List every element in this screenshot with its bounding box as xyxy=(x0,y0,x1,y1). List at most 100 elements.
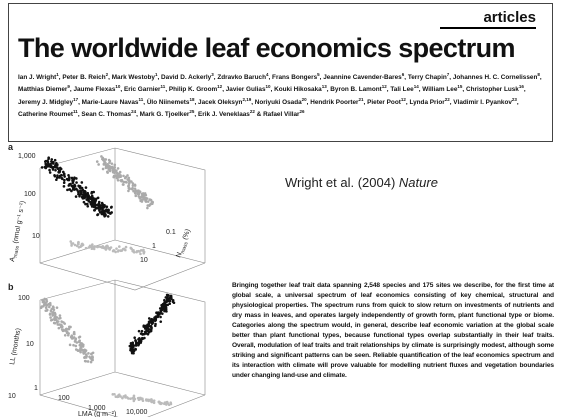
axis-title-unit: (months) xyxy=(10,328,22,358)
scatter-point xyxy=(112,175,115,179)
article-title: The worldwide leaf economics spectrum xyxy=(18,33,516,63)
scatter-point xyxy=(86,191,90,195)
scatter-point xyxy=(63,329,67,332)
scatter-point xyxy=(69,240,73,243)
scatter-point xyxy=(72,185,75,188)
scatter-point xyxy=(134,194,138,198)
scatter-point xyxy=(140,200,144,203)
scatter-point xyxy=(76,348,79,352)
tick-label: 10 xyxy=(26,341,34,348)
scatter-point xyxy=(95,245,99,248)
tick-label: 1 xyxy=(34,385,38,392)
scatter-point xyxy=(84,186,88,189)
scatter-point xyxy=(131,344,134,348)
scatter-point xyxy=(91,358,94,362)
axis-title: Nmass (%) xyxy=(175,228,194,259)
scatter-point xyxy=(91,243,94,246)
author-affiliation: 8 xyxy=(537,72,540,77)
scatter-point xyxy=(86,198,89,201)
scatter-point xyxy=(95,203,99,207)
scatter-point xyxy=(121,247,125,251)
scatter-point xyxy=(92,197,95,201)
author-affiliation: 7 xyxy=(446,72,450,77)
scatter-point xyxy=(63,175,66,178)
scatter-point xyxy=(90,352,93,355)
scatter-point xyxy=(114,174,117,177)
scatter-point xyxy=(139,252,142,256)
scatter-point xyxy=(111,393,115,396)
scatter-point xyxy=(96,196,100,200)
author-affiliation: 26 xyxy=(299,108,305,114)
scatter-point xyxy=(73,188,76,191)
author-name: Eric Garnier xyxy=(123,86,161,94)
scatter-point xyxy=(128,187,131,191)
section-label: articles xyxy=(440,9,536,29)
author-affiliation: 12 xyxy=(400,96,406,102)
scatter-point xyxy=(115,247,118,250)
scatter-point xyxy=(161,312,164,315)
scatter-point xyxy=(58,314,62,317)
scatter-point xyxy=(156,314,160,317)
plot-box xyxy=(39,279,206,417)
scatter-point xyxy=(68,183,71,186)
scatter-point xyxy=(44,302,47,306)
scatter-point xyxy=(74,344,78,348)
author-affiliation: 21 xyxy=(358,96,364,102)
scatter-point xyxy=(106,215,110,218)
scatter-point xyxy=(49,303,52,307)
scatter-point xyxy=(107,208,110,212)
scatter-point xyxy=(94,199,98,202)
scatter-point xyxy=(104,165,108,169)
scatter-point xyxy=(114,250,117,254)
scatter-point xyxy=(96,213,99,217)
scatter-point xyxy=(118,170,122,174)
scatter-point xyxy=(70,176,74,180)
scatter-point xyxy=(70,189,73,193)
scatter-point xyxy=(50,158,54,161)
scatter-point xyxy=(53,311,57,315)
scatter-point xyxy=(48,301,52,305)
scatter-point xyxy=(154,322,157,326)
scatter-point xyxy=(63,322,67,325)
scatter-point xyxy=(129,348,132,352)
scatter-point xyxy=(134,339,137,343)
scatter-point xyxy=(82,196,86,200)
scatter-point xyxy=(52,308,56,312)
scatter-point xyxy=(140,336,144,340)
scatter-point xyxy=(131,182,135,185)
scatter-point xyxy=(59,323,63,326)
scatter-point xyxy=(146,332,150,336)
author-affiliation: 2 xyxy=(105,72,109,77)
scatter-point xyxy=(151,321,155,324)
scatter-point xyxy=(146,326,149,330)
scatter-point xyxy=(144,199,147,203)
scatter-point xyxy=(72,179,75,183)
scatter-point xyxy=(55,318,58,322)
scatter-point xyxy=(104,163,108,167)
scatter-point xyxy=(147,321,151,325)
scatter-point xyxy=(112,166,116,170)
scatter-point xyxy=(89,203,93,206)
scatter-point xyxy=(60,176,64,180)
scatter-point xyxy=(162,303,166,307)
scatter-point xyxy=(163,298,166,302)
author-affiliation: 15 xyxy=(457,84,463,90)
scatter-point xyxy=(142,198,146,201)
scatter-point xyxy=(165,300,168,304)
scatter-point xyxy=(133,187,137,190)
scatter-point xyxy=(110,162,114,165)
scatter-point xyxy=(115,171,119,175)
tick-label: 100 xyxy=(24,191,36,198)
scatter-point xyxy=(131,396,135,400)
scatter-point xyxy=(138,396,141,400)
scatter-point xyxy=(168,302,172,306)
scatter-point xyxy=(118,245,121,248)
scatter-point xyxy=(53,158,57,162)
author-joiner: & xyxy=(256,111,262,119)
scatter-point xyxy=(82,200,86,204)
author-name: Lynda Prior xyxy=(409,98,445,106)
scatter-point xyxy=(103,160,106,164)
scatter-point xyxy=(108,161,111,164)
scatter-point xyxy=(93,209,96,212)
scatter-point xyxy=(119,249,123,252)
